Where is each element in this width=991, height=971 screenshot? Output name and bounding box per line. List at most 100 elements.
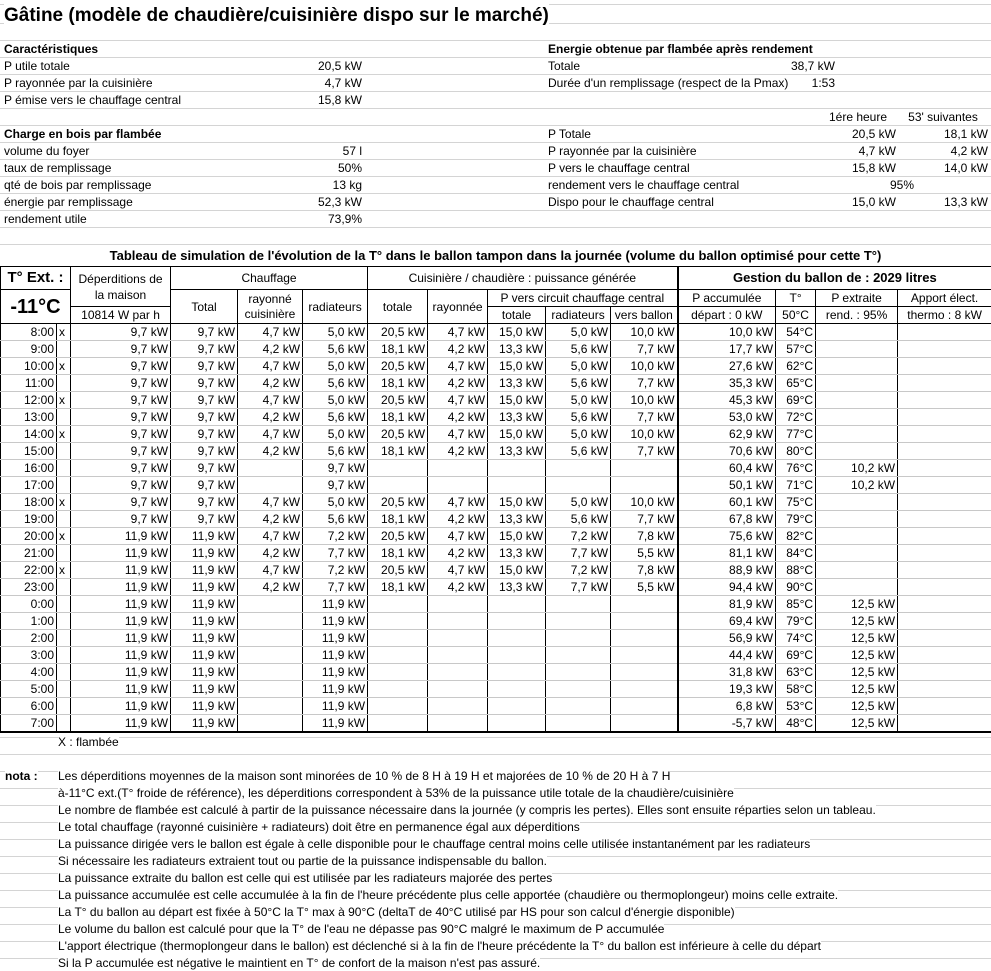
cell-chauffage-total: 9,7 kW — [170, 408, 239, 426]
cell-p-accumulee: 69,4 kW — [676, 612, 777, 630]
cell-apport-elect — [897, 357, 991, 375]
cell-chauffage-radiateurs: 7,7 kW — [302, 578, 369, 596]
cell-time: 19:00 — [0, 510, 57, 528]
table-row: 4:00 11,9 kW 11,9 kW 11,9 kW 31,8 kW 63°C 12,5… — [0, 663, 991, 681]
header-temp-ext-value: -11°C — [0, 289, 72, 324]
table-row: 17:00 9,7 kW 9,7 kW 9,7 kW 50,1 kW 71°C 10,2 k… — [0, 476, 991, 494]
cell-cuisiniere-totale: 18,1 kW — [367, 544, 429, 562]
cell-chauffage-radiateurs: 5,0 kW — [302, 357, 369, 375]
table-row: 11:00 9,7 kW 9,7 kW 4,2 kW 5,6 kW 18,1 kW 4,2 … — [0, 374, 991, 392]
cell-chauffage-rayonne: 4,2 kW — [237, 578, 304, 596]
header-total: Total — [170, 289, 239, 324]
cell-cuisiniere-totale: 18,1 kW — [367, 374, 429, 392]
cell-cuisiniere-totale: 18,1 kW — [367, 578, 429, 596]
cell-p-accumulee: 44,4 kW — [676, 646, 777, 664]
value: 95% — [889, 178, 915, 192]
cell-time: 7:00 — [0, 714, 57, 733]
cell-pv-ballon — [610, 459, 679, 477]
cell-flambee-marker: x — [55, 493, 72, 511]
cell-deperditions: 9,7 kW — [70, 323, 172, 341]
cell-chauffage-radiateurs: 11,9 kW — [302, 646, 369, 664]
cell-chauffage-radiateurs: 5,6 kW — [302, 408, 369, 426]
cell-chauffage-rayonne: 4,7 kW — [237, 391, 304, 409]
cell-p-extraite: 12,5 kW — [815, 595, 899, 613]
charge-heading: Charge en bois par flambée — [4, 127, 162, 141]
cell-pv-ballon — [610, 697, 679, 715]
cell-p-accumulee: 70,6 kW — [676, 442, 777, 460]
cell-cuisiniere-totale: 20,5 kW — [367, 391, 429, 409]
cell-p-extraite: 12,5 kW — [815, 697, 899, 715]
cell-chauffage-total: 11,9 kW — [170, 714, 239, 733]
cell-flambee-marker: x — [55, 425, 72, 443]
cell-chauffage-rayonne: 4,7 kW — [237, 323, 304, 341]
cell-apport-elect — [897, 493, 991, 511]
cell-p-extraite — [815, 578, 899, 596]
cell-time: 21:00 — [0, 544, 57, 562]
cell-pv-radiateurs — [545, 697, 612, 715]
cell-chauffage-total: 11,9 kW — [170, 561, 239, 579]
table-row: 8:00 x 9,7 kW 9,7 kW 4,7 kW 5,0 kW 20,5 kW 4,7 … — [0, 323, 991, 341]
cell-cuisiniere-totale: 20,5 kW — [367, 425, 429, 443]
table-row: 18:00 x 9,7 kW 9,7 kW 4,7 kW 5,0 kW 20,5 kW 4,7… — [0, 493, 991, 511]
cell-pv-radiateurs: 7,7 kW — [545, 544, 612, 562]
header-rendement: rend. : 95% — [815, 306, 899, 324]
cell-p-extraite — [815, 442, 899, 460]
cell-chauffage-rayonne: 4,7 kW — [237, 527, 304, 545]
cell-pv-radiateurs — [545, 714, 612, 733]
table-row: 19:00 9,7 kW 9,7 kW 4,2 kW 5,6 kW 18,1 kW 4,2 … — [0, 510, 991, 528]
cell-cuisiniere-totale — [367, 476, 429, 494]
notes-label: nota : — [5, 768, 38, 785]
cell-pv-totale — [487, 629, 547, 647]
cell-flambee-marker: x — [55, 391, 72, 409]
cell-deperditions: 11,9 kW — [70, 561, 172, 579]
cell-temperature: 90°C — [775, 578, 817, 596]
header-totale: totale — [367, 289, 429, 324]
cell-flambee-marker — [55, 544, 72, 562]
table-row: 2:00 11,9 kW 11,9 kW 11,9 kW 56,9 kW 74°C 12,5… — [0, 629, 991, 647]
cell-time: 18:00 — [0, 493, 57, 511]
cell-deperditions: 9,7 kW — [70, 391, 172, 409]
cell-deperditions: 9,7 kW — [70, 425, 172, 443]
cell-chauffage-rayonne: 4,2 kW — [237, 442, 304, 460]
cell-deperditions: 11,9 kW — [70, 714, 172, 733]
cell-flambee-marker — [55, 442, 72, 460]
cell-time: 6:00 — [0, 697, 57, 715]
header-radiateurs: radiateurs — [302, 289, 369, 324]
cell-time: 4:00 — [0, 663, 57, 681]
note-line: L'apport électrique (thermoplongeur dans… — [58, 938, 821, 955]
cell-temperature: 72°C — [775, 408, 817, 426]
cell-flambee-marker — [55, 408, 72, 426]
cell-chauffage-total: 11,9 kW — [170, 578, 239, 596]
cell-cuisiniere-totale: 18,1 kW — [367, 340, 429, 358]
cell-flambee-marker: x — [55, 323, 72, 341]
cell-apport-elect — [897, 510, 991, 528]
value: 20,5 kW — [317, 59, 362, 73]
cell-pv-ballon: 7,8 kW — [610, 527, 679, 545]
cell-cuisiniere-rayonnee — [427, 629, 489, 647]
cell-pv-totale: 15,0 kW — [487, 323, 547, 341]
cell-cuisiniere-rayonnee — [427, 697, 489, 715]
table-row: 23:00 11,9 kW 11,9 kW 4,2 kW 7,7 kW 18,1 kW 4,… — [0, 578, 991, 596]
cell-p-accumulee: 6,8 kW — [676, 697, 777, 715]
cell-apport-elect — [897, 595, 991, 613]
cell-temperature: 69°C — [775, 391, 817, 409]
cell-apport-elect — [897, 612, 991, 630]
header-text-ext: T° Ext. : — [0, 266, 72, 290]
cell-pv-radiateurs — [545, 646, 612, 664]
cell-cuisiniere-totale — [367, 459, 429, 477]
header-pv-totale: totale — [487, 306, 547, 324]
label: rendement vers le chauffage central — [548, 178, 740, 192]
cell-pv-ballon: 7,7 kW — [610, 340, 679, 358]
table-row: 9:00 9,7 kW 9,7 kW 4,2 kW 5,6 kW 18,1 kW 4,2 k… — [0, 340, 991, 358]
value: 20,5 kW — [851, 127, 896, 141]
table-body: 8:00 x 9,7 kW 9,7 kW 4,7 kW 5,0 kW 20,5 kW 4,7 … — [0, 323, 991, 733]
cell-pv-ballon: 10,0 kW — [610, 323, 679, 341]
cell-flambee-marker — [55, 510, 72, 528]
cell-cuisiniere-rayonnee — [427, 459, 489, 477]
cell-p-accumulee: 94,4 kW — [676, 578, 777, 596]
cell-chauffage-rayonne — [237, 459, 304, 477]
cell-pv-ballon — [610, 646, 679, 664]
cell-cuisiniere-rayonnee — [427, 476, 489, 494]
cell-chauffage-rayonne: 4,2 kW — [237, 374, 304, 392]
cell-pv-radiateurs: 7,2 kW — [545, 561, 612, 579]
